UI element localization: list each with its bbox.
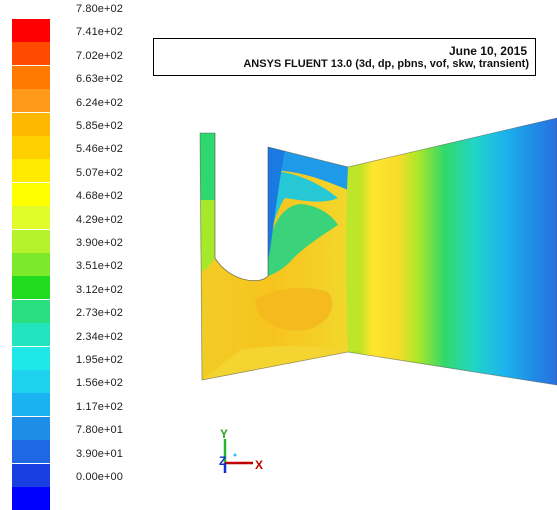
- legend-swatch: [12, 89, 50, 113]
- legend-swatch: [12, 42, 50, 66]
- legend-swatch: [12, 323, 50, 347]
- legend-label: 7.41e+02: [76, 26, 123, 39]
- legend-swatch: [12, 136, 50, 159]
- z-axis-label: Z: [219, 454, 226, 468]
- legend-swatch: [12, 229, 50, 253]
- legend-label: 7.80e+01: [76, 424, 123, 437]
- legend-swatch: [12, 159, 50, 183]
- x-axis-label: X: [255, 458, 263, 472]
- legend-swatch: [12, 416, 50, 440]
- legend-label: 1.17e+02: [76, 400, 123, 413]
- legend-swatch: [12, 299, 50, 323]
- legend-label: 3.90e+02: [76, 237, 123, 249]
- legend-label: 1.95e+02: [76, 354, 123, 366]
- legend-swatch: [12, 65, 50, 89]
- solver-info-label: ANSYS FLUENT 13.0 (3d, dp, pbns, vof, sk…: [243, 58, 529, 70]
- legend-label: 0.00e+00: [76, 471, 123, 483]
- legend-swatch: [12, 440, 50, 464]
- date-label: June 10, 2015: [448, 44, 527, 58]
- legend-swatch: [12, 19, 50, 42]
- legend-swatch: [12, 253, 50, 276]
- legend-label: 7.02e+02: [76, 49, 123, 62]
- legend-swatch: [12, 182, 50, 206]
- axis-triad: Y X Z: [219, 427, 263, 473]
- legend-label: 5.85e+02: [76, 120, 123, 132]
- legend-label: 7.80e+02: [76, 3, 123, 15]
- legend-label: 3.90e+01: [76, 447, 123, 460]
- legend-swatch: [12, 463, 50, 487]
- y-axis-label: Y: [220, 427, 228, 441]
- legend-label: 3.51e+02: [76, 260, 123, 273]
- legend-label: 5.07e+02: [76, 166, 123, 179]
- legend-label: 6.24e+02: [76, 96, 123, 109]
- legend-label: 6.63e+02: [76, 73, 123, 86]
- legend-label: 4.68e+02: [76, 190, 123, 203]
- legend-label: 5.46e+02: [76, 143, 123, 156]
- legend-label: 1.56e+02: [76, 377, 123, 390]
- legend-swatch: [12, 276, 50, 300]
- legend-label: 2.73e+02: [76, 307, 123, 320]
- legend-swatch: [12, 393, 50, 417]
- legend-swatch: [12, 370, 50, 393]
- legend-label: 3.12e+02: [76, 283, 123, 296]
- legend-label: 2.34e+02: [76, 330, 123, 343]
- legend-swatch: [12, 112, 50, 136]
- legend-label: 4.29e+02: [76, 213, 123, 226]
- title-box: June 10, 2015 ANSYS FLUENT 13.0 (3d, dp,…: [153, 38, 536, 76]
- legend-swatch: [12, 206, 50, 230]
- color-legend: 7.80e+02 7.41e+02 7.02e+02 6.63e+02 6.24e+02…: [0, 0, 140, 510]
- legend-swatch: [12, 346, 50, 370]
